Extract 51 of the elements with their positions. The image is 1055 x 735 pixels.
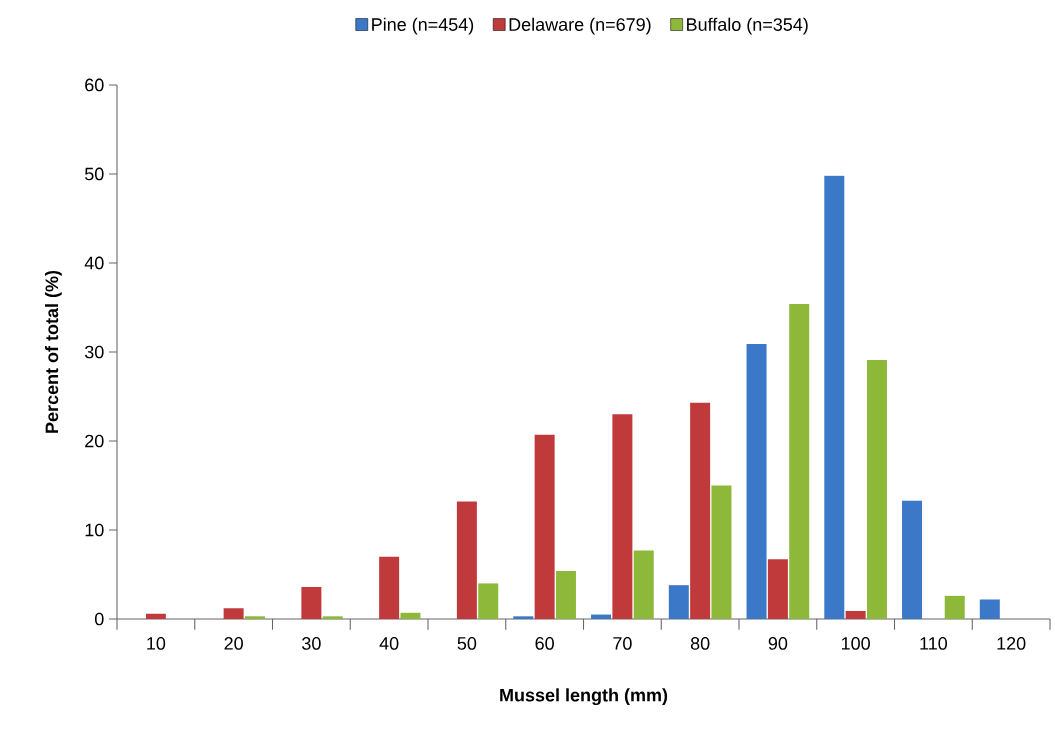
x-tick-label: 70 xyxy=(613,637,632,650)
x-axis-title: Mussel length (mm) xyxy=(500,688,668,706)
x-tick-label: 40 xyxy=(379,637,399,650)
x-tick-label: 50 xyxy=(457,637,477,650)
bar xyxy=(690,402,711,619)
bar xyxy=(322,616,343,619)
x-tick-label: 90 xyxy=(768,637,788,650)
bar xyxy=(845,610,866,619)
bar xyxy=(711,485,732,619)
bar xyxy=(902,500,923,619)
legend-label: Buffalo (n=354) xyxy=(687,17,808,35)
bar xyxy=(944,595,965,619)
legend-label: Pine (n=454) xyxy=(372,17,474,35)
x-tick-label: 110 xyxy=(920,637,948,650)
bar xyxy=(478,583,499,619)
y-tick-label: 60 xyxy=(85,78,104,92)
bar xyxy=(244,616,265,619)
x-tick-label: 60 xyxy=(535,637,554,650)
y-tick-label: 20 xyxy=(85,434,104,448)
x-tick-label: 120 xyxy=(997,637,1026,650)
bar xyxy=(301,586,322,619)
bar xyxy=(979,599,1000,619)
bar xyxy=(746,343,767,619)
bar xyxy=(789,303,810,619)
bar xyxy=(223,608,244,619)
x-tick-label: 100 xyxy=(842,637,870,650)
y-tick-label: 10 xyxy=(85,523,104,537)
bar xyxy=(633,550,654,619)
bar xyxy=(668,585,689,619)
legend-label: Delaware (n=679) xyxy=(509,17,651,35)
x-tick-label: 10 xyxy=(147,637,166,650)
bar xyxy=(555,570,576,619)
y-tick-label: 30 xyxy=(84,345,104,359)
bar xyxy=(767,559,788,619)
bar xyxy=(534,434,555,619)
bar xyxy=(379,556,400,619)
x-tick-label: 30 xyxy=(302,637,321,650)
y-tick-label: 40 xyxy=(84,256,104,270)
bar xyxy=(612,414,633,619)
bar xyxy=(824,175,845,619)
bar xyxy=(591,614,612,619)
y-axis-title: Percent of total (%) xyxy=(45,270,62,433)
x-tick-label: 20 xyxy=(224,637,243,650)
bar xyxy=(400,612,421,619)
bar xyxy=(145,613,166,619)
bar xyxy=(866,360,887,619)
bar xyxy=(513,616,534,619)
x-tick-label: 80 xyxy=(690,637,710,650)
y-tick-label: 0 xyxy=(94,612,104,626)
y-tick-label: 50 xyxy=(84,167,104,181)
bar xyxy=(456,501,477,619)
